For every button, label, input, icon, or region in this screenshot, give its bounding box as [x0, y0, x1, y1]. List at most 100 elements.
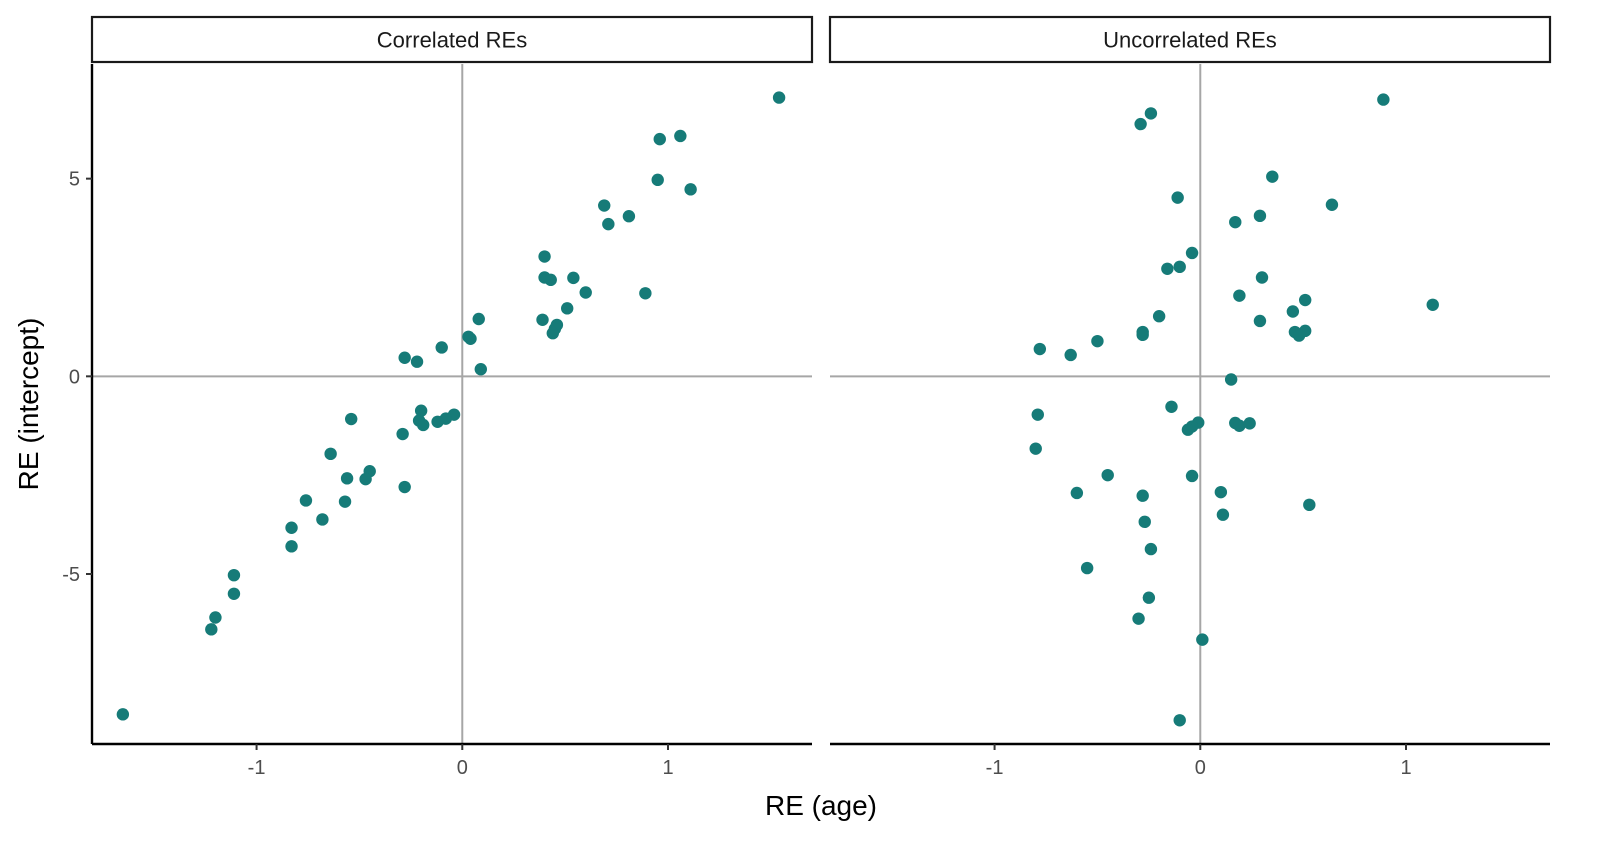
data-point	[1136, 489, 1149, 502]
data-point	[561, 302, 574, 315]
strip-title-uncorrelated: Uncorrelated REs	[1103, 28, 1277, 53]
data-point	[536, 313, 549, 326]
data-point	[1185, 469, 1199, 483]
data-point	[1214, 485, 1228, 499]
data-point	[410, 355, 424, 368]
data-point	[1144, 107, 1158, 120]
data-point	[338, 495, 352, 508]
data-point	[398, 480, 411, 494]
data-point	[359, 472, 372, 486]
data-point	[116, 708, 130, 721]
data-point	[544, 273, 557, 287]
data-point	[546, 327, 559, 340]
strip-box	[90, 15, 814, 64]
data-point	[1165, 400, 1178, 413]
data-point	[684, 183, 697, 196]
data-point	[1132, 612, 1145, 625]
data-point	[1233, 289, 1246, 302]
data-point	[285, 540, 298, 553]
data-point	[639, 287, 652, 300]
data-point	[1216, 508, 1230, 521]
data-point	[651, 173, 664, 187]
data-point	[1033, 342, 1047, 356]
data-point	[1134, 117, 1147, 131]
data-point	[1253, 209, 1267, 223]
data-point	[1233, 419, 1246, 432]
data-point	[398, 351, 411, 364]
strip-correlated: Correlated REs	[90, 15, 814, 64]
data-point	[1144, 542, 1158, 556]
data-point	[1303, 498, 1316, 512]
panel-uncorrelated: Uncorrelated REs -1 0 1	[828, 15, 1552, 779]
data-point	[1224, 373, 1238, 386]
data-point	[1173, 714, 1186, 727]
data-point	[1142, 591, 1156, 604]
data-point	[1325, 198, 1339, 211]
y-tick-label: 5	[69, 169, 80, 191]
data-point	[227, 587, 241, 600]
panel-correlated: Correlated REs 5 0 -5 -1 0 1	[62, 15, 814, 779]
data-point	[674, 129, 687, 143]
x-tick-label: -1	[986, 757, 1004, 779]
data-point	[227, 568, 241, 582]
data-point	[472, 312, 485, 326]
data-point	[1171, 191, 1184, 204]
x-axis-title: RE (age)	[765, 790, 877, 821]
data-point	[316, 513, 329, 526]
data-point	[1173, 260, 1186, 274]
data-point	[1292, 329, 1306, 342]
data-point	[285, 521, 298, 534]
data-point	[653, 132, 666, 146]
data-point	[324, 447, 337, 461]
strip-uncorrelated: Uncorrelated REs	[828, 15, 1552, 64]
x-tick-label: -1	[248, 757, 266, 779]
data-point	[464, 332, 477, 345]
data-point	[1196, 633, 1209, 646]
data-point	[1266, 170, 1279, 183]
data-point	[345, 412, 358, 426]
x-tick-label: 0	[457, 757, 468, 779]
data-point	[1136, 328, 1149, 342]
data-point	[396, 427, 409, 441]
data-point	[1243, 417, 1256, 430]
strip-box	[828, 15, 1552, 64]
data-point	[1070, 486, 1084, 500]
data-point	[474, 363, 487, 376]
data-point	[1031, 408, 1044, 421]
data-point	[772, 91, 786, 104]
data-point	[340, 472, 354, 485]
data-point	[538, 250, 551, 263]
data-point	[1185, 246, 1199, 260]
data-point	[209, 611, 222, 624]
data-point	[579, 286, 592, 299]
data-point	[1064, 348, 1077, 362]
data-point	[1101, 468, 1114, 482]
y-axis-title: RE (intercept)	[13, 318, 44, 491]
y-tick-label: 0	[69, 366, 80, 388]
data-point	[1377, 93, 1390, 106]
data-point	[1138, 515, 1151, 529]
data-point	[1152, 310, 1166, 323]
data-point	[1091, 334, 1104, 348]
x-tick-label: 0	[1195, 757, 1206, 779]
data-point	[1229, 215, 1242, 229]
data-point	[598, 199, 611, 212]
data-point	[205, 623, 218, 636]
x-tick-label: 1	[1400, 757, 1411, 779]
data-point	[1255, 271, 1269, 284]
data-point	[602, 217, 615, 231]
data-point	[299, 494, 313, 507]
data-point	[1426, 298, 1439, 311]
data-point	[1029, 442, 1042, 455]
data-point	[1161, 262, 1174, 275]
data-point	[1080, 561, 1094, 575]
y-tick-label: -5	[62, 564, 80, 586]
data-point	[567, 271, 580, 285]
data-point	[1286, 305, 1300, 318]
data-point	[431, 415, 444, 428]
data-point	[417, 418, 430, 432]
data-point	[1299, 293, 1312, 307]
data-point	[435, 341, 448, 354]
data-point	[1181, 423, 1195, 436]
